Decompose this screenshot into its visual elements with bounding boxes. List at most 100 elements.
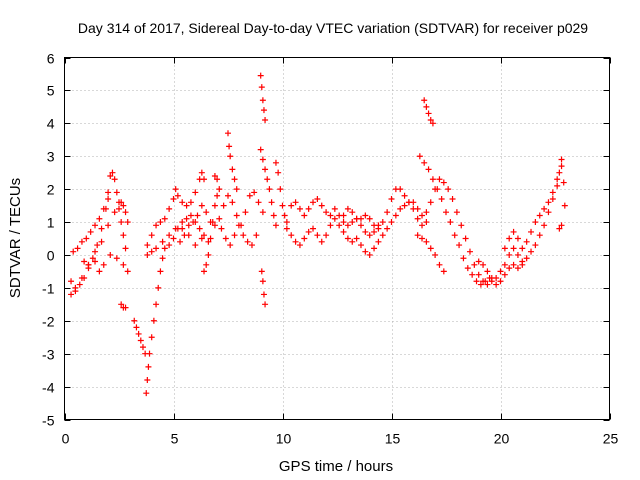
data-point (443, 209, 449, 216)
data-point (523, 238, 530, 245)
data-point (366, 251, 373, 258)
data-point (214, 192, 221, 199)
data-point (205, 251, 212, 258)
data-point (166, 242, 173, 249)
data-point (436, 261, 443, 268)
data-point (484, 268, 491, 275)
x-tick-label: 15 (385, 431, 401, 447)
data-point (292, 238, 299, 245)
data-point (107, 172, 114, 179)
data-point (179, 199, 186, 206)
data-point (144, 251, 151, 258)
data-point (72, 288, 79, 295)
data-point (94, 242, 101, 249)
data-point (174, 192, 181, 199)
data-point (556, 225, 563, 232)
data-point (379, 219, 386, 226)
data-point (375, 225, 382, 232)
data-point (451, 232, 458, 239)
data-point (196, 225, 203, 232)
data-point (279, 202, 286, 209)
data-point (190, 219, 197, 226)
data-point (139, 344, 146, 351)
y-tick-label: -1 (42, 281, 55, 297)
data-point (122, 304, 129, 311)
data-point (458, 222, 465, 229)
data-point (310, 199, 317, 206)
data-point (118, 199, 125, 206)
data-point (76, 281, 83, 288)
data-point (262, 301, 269, 308)
data-point (161, 245, 168, 252)
data-point (421, 159, 428, 166)
data-point (419, 222, 426, 229)
data-point (349, 209, 356, 216)
data-point (148, 334, 155, 341)
data-point (100, 205, 107, 212)
data-point (532, 242, 539, 249)
x-tick-label: 0 (62, 431, 70, 447)
y-axis-title: SDTVAR / TECUs (7, 178, 24, 298)
series-track-3 (70, 196, 112, 255)
data-point (194, 212, 201, 219)
data-point (438, 196, 445, 203)
data-point (181, 232, 188, 239)
data-marks (68, 72, 568, 397)
data-point (362, 212, 369, 219)
data-point (473, 278, 480, 285)
series-track-15 (257, 72, 269, 124)
data-point (92, 222, 99, 229)
data-point (248, 242, 255, 249)
y-tick-label: -3 (42, 347, 55, 363)
data-point (558, 163, 565, 170)
data-point (283, 225, 290, 232)
data-point (397, 186, 404, 193)
series-track-1 (68, 169, 129, 291)
data-point (314, 232, 321, 239)
data-point (296, 205, 303, 212)
data-point (198, 169, 205, 176)
series-track-16 (257, 146, 279, 229)
data-point (423, 103, 430, 110)
data-point (362, 228, 369, 235)
data-point (83, 235, 90, 242)
data-point (288, 232, 295, 239)
grid (64, 57, 610, 420)
data-point (519, 245, 526, 252)
data-point (240, 232, 247, 239)
data-point (183, 215, 190, 222)
data-point (277, 186, 284, 193)
data-point (427, 199, 434, 206)
y-tick-label: 1 (47, 215, 55, 231)
data-point (536, 212, 543, 219)
series-track-17 (258, 268, 269, 308)
data-point (493, 281, 500, 288)
data-point (475, 271, 482, 278)
y-tick-label: 4 (47, 116, 55, 132)
data-point (288, 202, 295, 209)
series-track-18 (272, 159, 430, 229)
data-point (340, 212, 347, 219)
data-point (268, 199, 275, 206)
data-point (231, 176, 238, 183)
data-point (349, 219, 356, 226)
data-point (259, 209, 266, 216)
data-point (549, 189, 556, 196)
data-point (122, 209, 129, 216)
y-tick-label: 0 (47, 248, 55, 264)
data-point (375, 238, 382, 245)
series-track-22 (416, 153, 493, 288)
data-point (275, 169, 282, 176)
data-point (477, 281, 484, 288)
data-point (514, 265, 521, 272)
data-point (201, 176, 208, 183)
data-point (159, 238, 166, 245)
data-point (264, 176, 271, 183)
data-point (153, 222, 160, 229)
x-tick-label: 25 (603, 431, 619, 447)
data-point (157, 268, 164, 275)
data-point (258, 268, 265, 275)
data-point (211, 202, 218, 209)
series-track-6 (131, 317, 149, 357)
data-point (272, 222, 279, 229)
